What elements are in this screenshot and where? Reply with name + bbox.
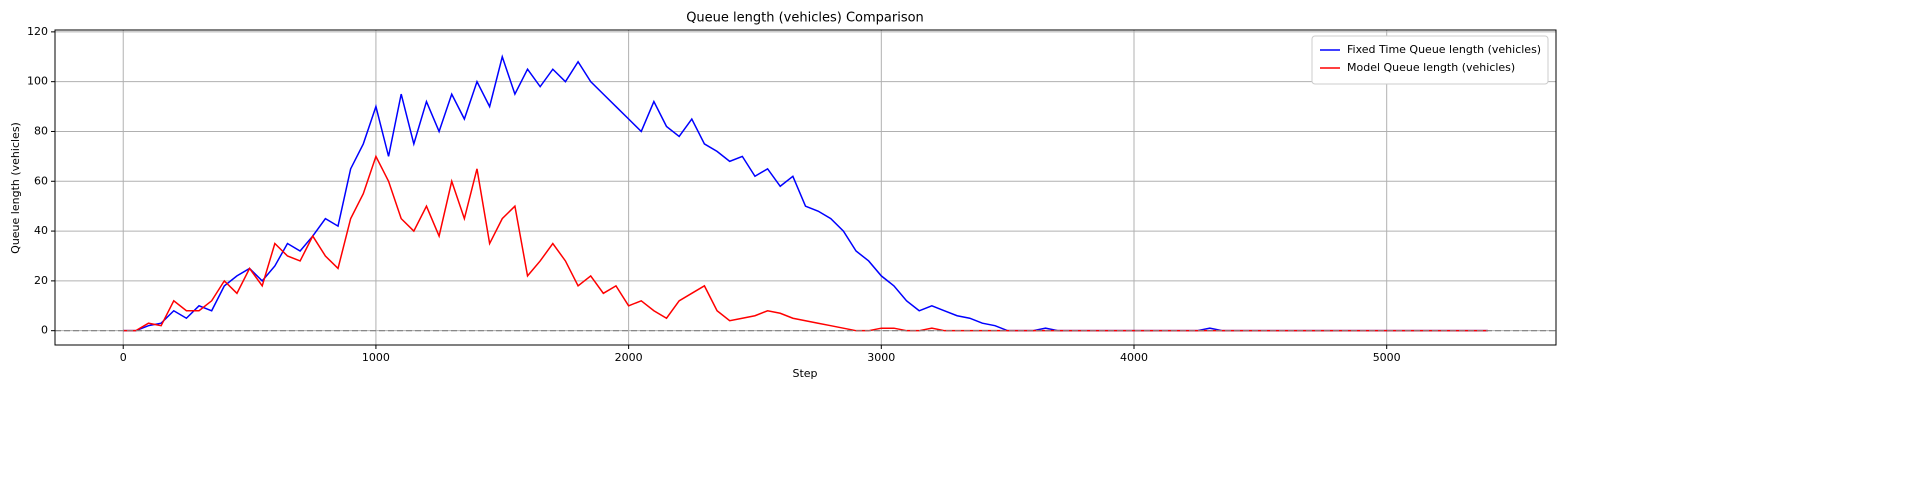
y-tick-label: 0 (41, 324, 48, 337)
chart-title: Queue length (vehicles) Comparison (686, 11, 924, 26)
legend-label: Fixed Time Queue length (vehicles) (1347, 43, 1541, 56)
x-tick-label: 4000 (1120, 351, 1148, 364)
y-tick-label: 20 (34, 274, 48, 287)
x-tick-label: 2000 (615, 351, 643, 364)
y-tick-label: 60 (34, 174, 48, 187)
x-tick-label: 5000 (1373, 351, 1401, 364)
x-axis-label: Step (792, 367, 817, 380)
y-tick-label: 100 (27, 75, 48, 88)
legend: Fixed Time Queue length (vehicles) Model … (1311, 35, 1549, 85)
x-tick-label: 1000 (362, 351, 390, 364)
plot-frame (54, 29, 1557, 346)
y-tick-label: 80 (34, 124, 48, 137)
y-tick-label: 40 (34, 224, 48, 237)
y-tick-label: 120 (27, 25, 48, 38)
legend-label: Model Queue length (vehicles) (1347, 61, 1515, 74)
series-line (123, 54, 1488, 332)
x-tick-label: 3000 (867, 351, 895, 364)
legend-box (1311, 35, 1549, 85)
x-tick-label: 0 (120, 351, 127, 364)
series-line (123, 154, 1488, 332)
y-axis-label: Queue length (vehicles) (9, 122, 22, 254)
